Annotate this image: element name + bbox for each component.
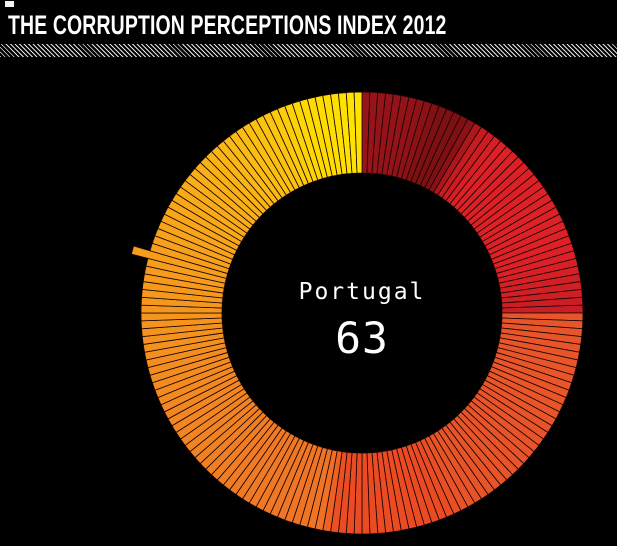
page-title: THE CORRUPTION PERCEPTIONS INDEX 2012 bbox=[8, 10, 447, 40]
ring-segment-selected[interactable] bbox=[130, 245, 229, 279]
chart-area: Portugal 63 bbox=[0, 57, 617, 546]
hatch-divider bbox=[0, 44, 617, 57]
ring-segment[interactable] bbox=[353, 91, 363, 174]
cpi-donut-chart bbox=[130, 91, 584, 535]
stray-mark bbox=[5, 1, 14, 7]
